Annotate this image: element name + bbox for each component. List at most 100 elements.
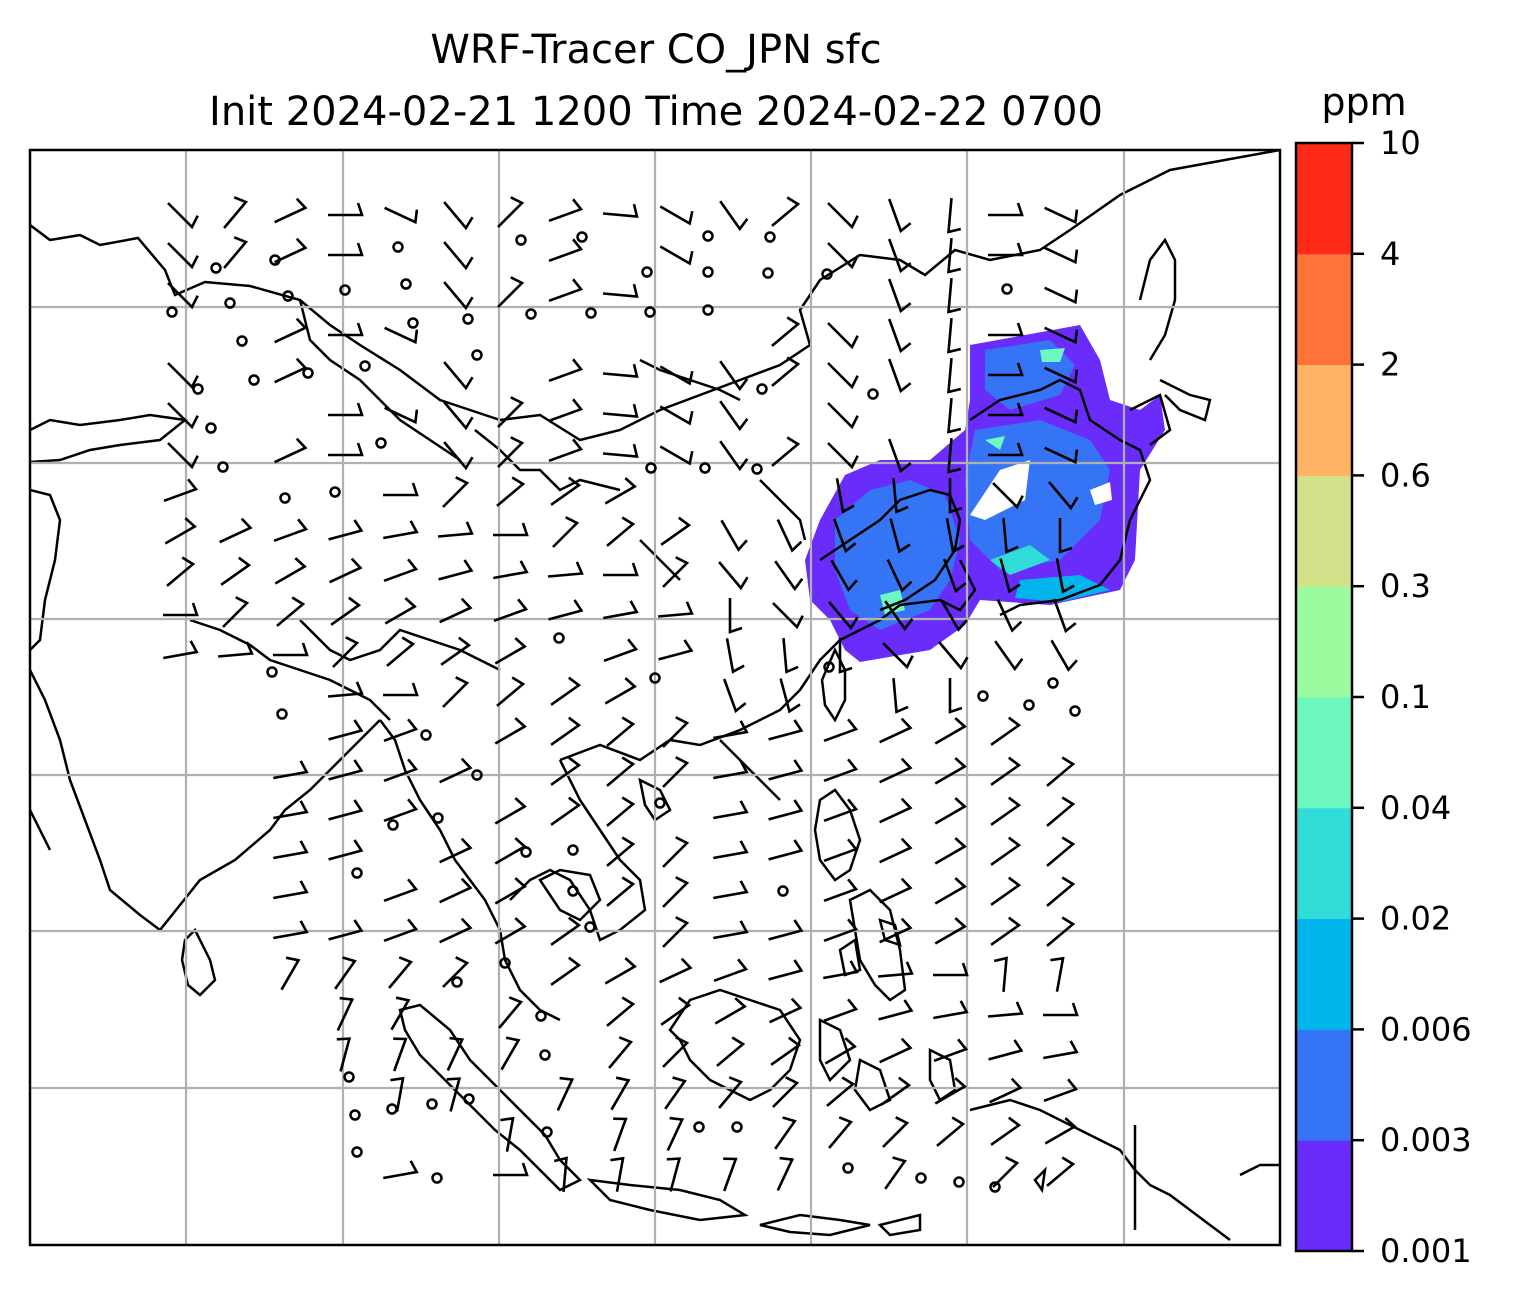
wind-barb	[999, 558, 1021, 594]
wind-barb	[606, 716, 636, 747]
wind-barb	[947, 197, 962, 234]
calm-circle-icon	[302, 367, 314, 379]
wind-barb	[662, 836, 690, 868]
wind-barb	[772, 602, 804, 630]
wind-barb	[776, 519, 803, 553]
calm-circle-icon	[276, 708, 288, 720]
wind-barb	[716, 1036, 746, 1067]
wind-barb	[500, 1036, 521, 1071]
calm-circle-icon	[471, 349, 483, 361]
wind-barb	[603, 638, 639, 663]
calm-circle-icon	[567, 844, 579, 856]
wind-barb	[768, 799, 804, 821]
wind-barb	[328, 759, 364, 781]
wind-barb	[988, 442, 1024, 457]
wind-barb	[550, 476, 582, 506]
calm-circle-icon	[585, 307, 597, 319]
calm-circle-icon	[471, 769, 483, 781]
wind-barb	[273, 800, 309, 820]
wind-barb	[947, 397, 962, 434]
wind-barb	[994, 640, 1024, 672]
wind-barb	[328, 402, 364, 417]
wind-barb	[878, 999, 914, 1021]
wind-barb	[719, 400, 749, 432]
wind-barb	[167, 362, 199, 390]
wind-barb	[771, 316, 801, 347]
calm-circle-icon	[266, 666, 278, 678]
wind-barb	[220, 556, 252, 586]
colorbar-tick-label: 0.3	[1380, 567, 1431, 605]
wind-barb	[662, 916, 690, 948]
wind-barb	[880, 1076, 912, 1106]
wind-barb	[887, 318, 912, 354]
wind-barb	[884, 1156, 907, 1190]
wind-barb	[332, 636, 360, 668]
calm-circle-icon	[649, 672, 661, 684]
wind-barb	[1044, 446, 1079, 465]
wind-barb	[548, 278, 584, 303]
wind-barb	[329, 557, 363, 584]
calm-circle-icon	[915, 1172, 927, 1184]
wind-barb	[827, 442, 859, 470]
wind-barb	[1046, 876, 1076, 907]
wind-barb	[439, 877, 473, 904]
wind-barb	[768, 959, 804, 981]
wind-barb	[336, 1037, 352, 1072]
wind-barb	[443, 241, 474, 271]
calm-circle-icon	[279, 492, 291, 504]
wind-barb	[392, 1037, 408, 1072]
wind-barb	[384, 406, 419, 425]
wind-barb	[879, 877, 913, 904]
wind-barb	[494, 717, 527, 745]
wind-barb	[720, 519, 748, 552]
wind-barb	[824, 1037, 857, 1065]
wind-barb	[662, 556, 690, 588]
wind-barb	[496, 476, 526, 507]
calm-circle-icon	[644, 306, 656, 318]
plume-mid2	[965, 420, 1110, 570]
colorbar-tick-label: 0.6	[1380, 456, 1431, 494]
wind-barb	[610, 1076, 631, 1111]
wind-barb	[163, 640, 199, 660]
wind-barb	[713, 720, 749, 740]
colorbar-segment	[1296, 1029, 1352, 1141]
wind-barb	[933, 962, 969, 977]
wind-barb	[328, 839, 364, 861]
wind-barb	[771, 196, 801, 227]
wind-barb	[383, 682, 419, 697]
wind-barb	[835, 478, 855, 514]
calm-circle-icon	[842, 1162, 854, 1174]
wind-barb	[718, 561, 749, 591]
calm-circle-icon	[693, 1121, 705, 1133]
calm-circle-icon	[339, 284, 351, 296]
wind-barb	[1058, 518, 1073, 554]
wind-barb	[328, 919, 364, 941]
wind-barb	[443, 281, 474, 311]
wind-barb	[886, 559, 913, 593]
wind-barb	[990, 916, 1022, 946]
wind-barb	[662, 756, 690, 788]
wind-barb	[602, 203, 639, 218]
wind-barb	[274, 357, 308, 384]
wind-barb	[550, 956, 582, 986]
calm-circle-icon	[349, 1109, 361, 1121]
wind-barb	[437, 521, 474, 538]
wind-barb	[657, 601, 694, 618]
wind-barb	[768, 759, 804, 781]
wind-barb	[725, 638, 745, 674]
wind-barb	[273, 920, 309, 940]
wind-barb	[947, 437, 962, 474]
wind-barb	[659, 205, 694, 226]
wind-barb	[603, 600, 639, 620]
calm-circle-icon	[645, 462, 657, 474]
wind-barb	[330, 596, 362, 626]
wind-barb	[988, 1039, 1024, 1061]
wind-barb	[219, 517, 253, 544]
wind-barb	[823, 838, 859, 863]
wind-barb	[945, 518, 965, 554]
wind-barb	[947, 317, 962, 354]
wind-barb	[439, 837, 473, 864]
wind-barb	[768, 719, 804, 741]
wind-barb	[274, 557, 307, 585]
